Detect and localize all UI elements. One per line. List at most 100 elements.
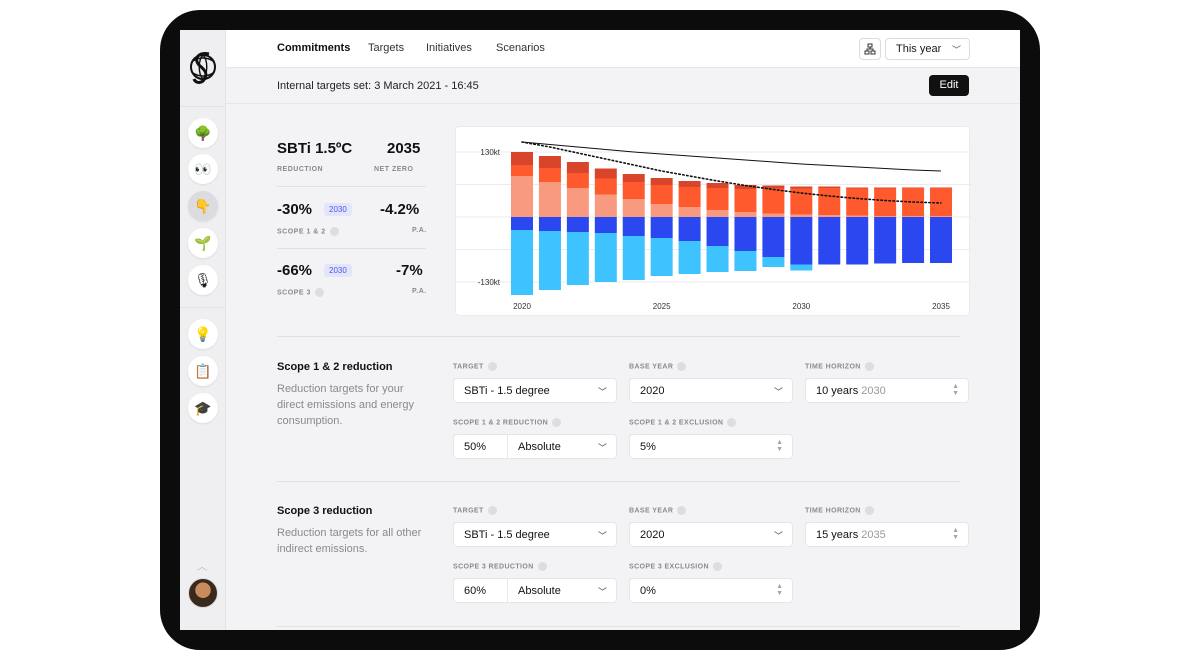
scope12-reduction-pct-input[interactable]: 50%: [454, 435, 508, 458]
bar-segment-2024-s4: [622, 236, 645, 280]
sidebar-divider: [180, 307, 226, 308]
hand-icon: 👇: [194, 197, 212, 214]
app-screen: 🌳 👀 👇 🌱 🎙 💡 📋 🎓 ︿ Commitments Targets In…: [180, 30, 1020, 630]
bar-segment-2029-s0: [762, 213, 785, 217]
bar-segment-2035-s2: [930, 187, 952, 188]
scope12-horizon-stepper[interactable]: 10 years 2030 ▲ ▼: [805, 378, 969, 403]
scope3-horizon-stepper[interactable]: 15 years 2035 ▲ ▼: [805, 522, 969, 547]
sidebar-item-notepad-icon[interactable]: 📋: [188, 356, 218, 386]
scope3-base-year-select[interactable]: 2020 ﹀: [629, 522, 793, 547]
scope3-target-select[interactable]: SBTi - 1.5 degree ﹀: [453, 522, 617, 547]
bar-segment-2027-s4: [706, 246, 729, 272]
scope12-reduction-type-select[interactable]: Absolute ﹀: [508, 435, 616, 458]
scope3-reduction-field[interactable]: 60% Absolute ﹀: [453, 578, 617, 603]
bar-segment-2027-s2: [706, 183, 729, 188]
help-icon[interactable]: [552, 418, 562, 427]
stepper-icon[interactable]: ▲ ▼: [776, 439, 783, 453]
sidebar-item-microphone-icon[interactable]: 🎙: [188, 265, 218, 295]
hierarchy-button[interactable]: [859, 38, 881, 60]
edit-button[interactable]: Edit: [929, 75, 969, 96]
help-icon[interactable]: [677, 362, 687, 371]
scope12-exclusion-stepper[interactable]: 5% ▲ ▼: [629, 434, 793, 459]
sidebar-item-seedling-icon[interactable]: 🌱: [188, 228, 218, 258]
scope3-reduction-pct-input[interactable]: 60%: [454, 579, 508, 602]
seedling-icon: 🌱: [194, 234, 212, 251]
scope12-reduction-field[interactable]: 50% Absolute ﹀: [453, 434, 617, 459]
bar-segment-2027-s1: [706, 188, 729, 210]
tab-commitments[interactable]: Commitments: [277, 42, 351, 54]
bar-segment-2026-s1: [678, 187, 701, 207]
scope12-base-year-select[interactable]: 2020 ﹀: [629, 378, 793, 403]
bar-segment-2021-s1: [538, 168, 561, 182]
help-icon[interactable]: [487, 362, 497, 371]
sidebar-item-graduation-cap-icon[interactable]: 🎓: [188, 393, 218, 423]
scope12-target-value: SBTi - 1.5 degree: [464, 385, 550, 397]
help-icon[interactable]: [712, 562, 722, 571]
scope12-horizon-label-text: TIME HORIZON: [805, 363, 861, 371]
bar-segment-2025-s2: [650, 178, 673, 185]
graduation-cap-icon: 🎓: [194, 399, 212, 416]
tab-scenarios[interactable]: Scenarios: [496, 42, 545, 54]
sidebar-item-eyes-icon[interactable]: 👀: [188, 154, 218, 184]
help-icon[interactable]: [537, 562, 547, 571]
tab-initiatives[interactable]: Initiatives: [426, 42, 472, 54]
scope12-exclusion-label-text: SCOPE 1 & 2 EXCLUSION: [629, 419, 724, 427]
help-icon[interactable]: [677, 506, 687, 515]
sidebar-item-lightbulb-icon[interactable]: 💡: [188, 319, 218, 349]
bar-segment-2030-s1: [790, 188, 813, 215]
scope3-reduction-label: SCOPE 3 REDUCTION: [453, 562, 547, 571]
sidebar-item-tree-icon[interactable]: 🌳: [188, 118, 218, 148]
bar-segment-2025-s1: [650, 185, 673, 204]
scope12-reduction-type-value: Absolute: [518, 441, 561, 453]
help-icon[interactable]: [487, 506, 497, 515]
help-icon[interactable]: [329, 227, 339, 236]
emissions-chart[interactable]: 130kt -130kt 2020 2025 2030 2035: [456, 127, 971, 317]
bar-segment-2029-s3: [762, 217, 785, 257]
sidebar-item-hand-icon[interactable]: 👇: [188, 191, 218, 221]
help-icon[interactable]: [314, 288, 324, 297]
scope3-exclusion-value: 0%: [640, 585, 656, 597]
scope12-target-select[interactable]: SBTi - 1.5 degree ﹀: [453, 378, 617, 403]
scope3-base-year-label: BASE YEAR: [629, 506, 687, 515]
period-select[interactable]: This year ﹀: [885, 38, 970, 60]
target-pathway-line: [521, 141, 942, 172]
chevron-up-icon[interactable]: ︿: [197, 562, 207, 573]
stepper-icon[interactable]: ▲ ▼: [952, 383, 959, 397]
bar-segment-2030-s3: [790, 217, 813, 265]
notepad-icon: 📋: [194, 362, 212, 379]
tab-targets[interactable]: Targets: [368, 42, 405, 54]
scope3-pa-label: P.A.: [412, 288, 427, 295]
bar-segment-2033-s0: [874, 216, 897, 217]
bar-segment-2026-s0: [678, 207, 701, 217]
bar-segment-2030-s0: [790, 214, 813, 217]
help-icon[interactable]: [864, 362, 874, 371]
y-tick-label: -130kt: [478, 278, 501, 287]
bar-segment-2028-s3: [734, 217, 757, 251]
bar-segment-2026-s2: [678, 181, 701, 187]
help-icon[interactable]: [864, 506, 874, 515]
bar-segment-2028-s4: [734, 251, 757, 271]
bar-segment-2022-s4: [566, 232, 589, 285]
scope3-reduction-type-select[interactable]: Absolute ﹀: [508, 579, 616, 602]
scope12-metric-label: SCOPE 1 & 2: [277, 227, 339, 236]
chevron-down-icon: ﹀: [951, 45, 961, 55]
bar-segment-2020-s0: [511, 176, 533, 217]
bar-segment-2025-s3: [650, 217, 673, 238]
scope3-exclusion-stepper[interactable]: 0% ▲ ▼: [629, 578, 793, 603]
help-icon[interactable]: [727, 418, 737, 427]
scope3-section-description: Reduction targets for all other indirect…: [277, 527, 422, 555]
stepper-icon[interactable]: ▲ ▼: [776, 583, 783, 597]
section-divider: [277, 481, 960, 482]
bar-segment-2030-s2: [790, 186, 813, 189]
sidebar: 🌳 👀 👇 🌱 🎙 💡 📋 🎓 ︿: [180, 30, 226, 630]
scope12-target-label-text: TARGET: [453, 363, 484, 371]
y-tick-label: 130kt: [480, 148, 500, 157]
scope12-base-year-label-text: BASE YEAR: [629, 363, 674, 371]
stepper-icon[interactable]: ▲ ▼: [952, 527, 959, 541]
bar-segment-2029-s2: [762, 185, 785, 189]
avatar[interactable]: [188, 578, 218, 608]
bar-segment-2028-s2: [734, 185, 757, 189]
bar-segment-2020-s1: [511, 165, 533, 176]
bar-segment-2031-s1: [818, 188, 841, 215]
globe-logo-icon[interactable]: [189, 48, 217, 86]
